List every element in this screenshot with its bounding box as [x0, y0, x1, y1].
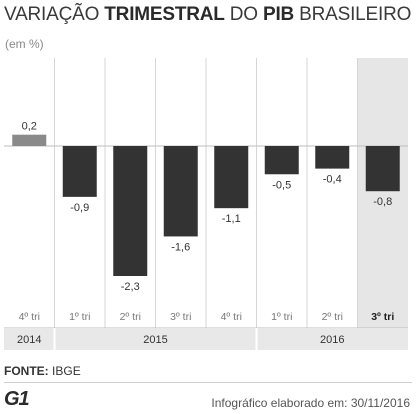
value-label: -2,3: [121, 281, 140, 293]
tick-label: 2º tri: [322, 311, 343, 323]
year-band: [4, 328, 408, 350]
title-text-5: BRASILEIRO: [294, 4, 412, 25]
tick-label: 4º tri: [19, 311, 40, 323]
bar: [315, 146, 350, 169]
tick-label: 1º tri: [69, 311, 90, 323]
bar: [365, 146, 400, 192]
credit-text: Infográfico elaborado em: 30/11/2016: [211, 396, 410, 410]
unit-label: (em %): [5, 37, 44, 51]
title-text-2: TRIMESTRAL: [104, 4, 225, 25]
highlight-column: [357, 58, 408, 350]
title-text-3: DO: [224, 4, 263, 25]
year-label: 2015: [143, 334, 167, 346]
source-value: IBGE: [52, 364, 81, 378]
source-label: FONTE:: [4, 364, 49, 378]
bar: [163, 146, 198, 237]
bar-chart: 0,2 -0,9 -2,3 -1,6 -1,1 -0,5 -0,4 -0,8 4º tri 1º …: [4, 58, 408, 350]
tick-label: 3º tri: [170, 311, 191, 323]
bar: [113, 146, 148, 276]
tick-label: 4º tri: [221, 311, 242, 323]
source-line: FONTE: IBGE: [4, 364, 81, 378]
value-label: 0,2: [22, 121, 37, 133]
g1-logo: G1: [4, 388, 30, 410]
tick-label: 1º tri: [271, 311, 292, 323]
value-label: -0,5: [272, 179, 291, 191]
value-label: -1,1: [222, 213, 241, 225]
year-label: 2016: [320, 334, 344, 346]
bar: [214, 146, 249, 209]
title-text-1: VARIAÇÃO: [4, 4, 105, 25]
value-label: -0,4: [323, 174, 342, 186]
value-label: -1,6: [171, 241, 190, 253]
title-text-4: PIB: [262, 4, 295, 25]
value-label: -0,9: [70, 202, 89, 214]
bar: [264, 146, 299, 175]
footer-divider: [4, 382, 412, 383]
bar: [62, 146, 97, 197]
chart-title: VARIAÇÃO TRIMESTRAL DO PIB BRASILEIRO: [4, 4, 411, 26]
tick-label: 2º tri: [120, 311, 141, 323]
tick-label: 3º tri: [371, 311, 394, 323]
year-label: 2014: [17, 334, 41, 346]
bar: [12, 134, 47, 146]
value-label: -0,8: [373, 196, 392, 208]
